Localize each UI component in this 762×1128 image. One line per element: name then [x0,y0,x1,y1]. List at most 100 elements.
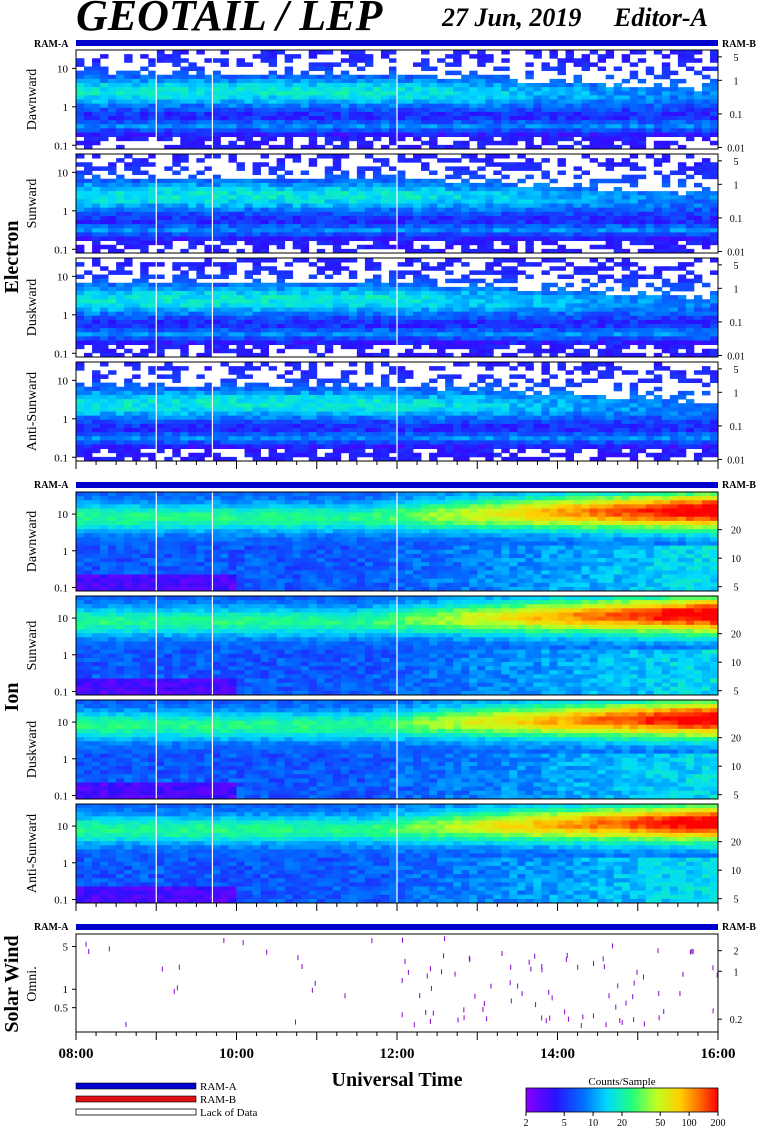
spectrogram-cell [132,407,141,412]
spectrogram-cell [372,291,382,296]
spectrogram-cell [541,303,550,308]
spectrogram-cell [252,452,261,458]
spectrogram-cell [292,315,302,321]
spectrogram-cell [180,407,189,412]
spectrogram-cell [493,344,502,350]
spectrogram-cell [140,436,149,441]
spectrogram-cell [581,270,591,275]
spectrogram-cell [324,307,334,313]
spectrogram-cell [421,307,430,313]
spectrogram-cell [140,415,149,421]
spectrogram-cell [148,120,157,125]
spectrogram-cell [252,191,261,196]
spectrogram-cell [501,154,510,159]
spectrogram-cell [701,203,711,209]
spectrogram-cell [388,74,398,80]
spectrogram-cell [677,128,687,133]
spectrogram-cell [204,182,213,188]
spectrogram-cell [405,224,414,229]
spectrogram-cell [509,207,518,213]
spectrogram-cell [124,390,133,396]
spectrogram-cell [581,228,591,233]
spectrogram-cell [461,124,470,129]
spectrogram-cell [204,211,213,217]
spectrogram-cell [220,399,229,404]
spectrogram-cell [709,174,719,180]
spectrogram-cell [557,274,566,280]
spectrogram-cell [196,328,205,333]
spectrogram-cell [172,199,181,204]
spectrogram-cell [701,324,711,329]
spectrogram-cell [565,120,574,125]
spectrogram-cell [76,140,85,146]
spectrogram-cell [397,303,406,308]
spectrogram-cell [76,87,85,92]
spectrogram-cell [196,436,205,441]
spectrogram-cell [244,295,253,300]
spectrogram-cell [196,403,205,408]
spectrogram-cell [228,282,237,288]
spectrogram-cell [557,303,566,308]
spectrogram-cell [549,50,558,55]
spectrogram-cell [300,87,310,92]
spectrogram-cell [316,107,326,113]
spectrogram-cell [292,228,302,233]
spectrogram-cell [621,286,631,292]
spectrogram-cell [188,199,197,204]
spectrogram-cell [509,99,518,105]
spectrogram-cell [589,195,599,200]
spectrogram-cell [156,103,165,109]
spectrogram-cell [324,262,334,267]
spectrogram-cell [621,140,631,146]
spectrogram-cell [92,370,101,375]
spectrogram-cell [413,128,422,133]
spectrogram-cell [445,107,454,113]
spectrogram-cell [380,95,390,100]
spectrogram-cell [204,166,213,171]
spectrogram-cell [316,95,326,100]
spectrogram-cell [509,116,518,121]
spectrogram-cell [292,291,302,296]
spectrogram-cell [92,103,101,109]
spectrogram-cell [116,423,125,429]
spectrogram-cell [429,232,438,237]
spectrogram-cell [356,211,366,217]
spectrogram-cell [509,182,518,188]
spectrogram-cell [132,215,141,221]
spectrogram-cell [100,282,109,288]
spectrogram-cell [196,116,205,121]
spectrogram-cell [156,178,165,184]
spectrogram-cell [701,220,711,225]
spectrogram-cell [621,340,631,346]
spectrogram-cell [84,403,93,408]
spectrogram-cell [525,224,534,229]
spectrogram-cell [268,95,278,100]
spectrogram-cell [557,66,566,72]
spectrogram-cell [140,423,149,429]
spectrogram-cell [413,95,422,100]
spectrogram-cell [276,299,286,304]
spectrogram-cell [565,303,574,308]
spectrogram-cell [557,58,566,63]
spectrogram-cell [413,220,422,225]
spectrogram-cell [372,182,382,188]
spectrogram-cell [621,328,631,333]
spectrogram-cell [557,132,566,138]
omni-panel-label: Omni. [25,966,40,1001]
spectrogram-cell [388,324,398,329]
spectrogram-cell [661,220,671,225]
ion-section: RAM-A RAM-B Ion [1,480,756,711]
spectrogram-cell [140,395,149,400]
spectrogram-cell [92,203,101,209]
spectrogram-cell [204,154,213,159]
spectrogram-cell [244,291,253,296]
spectrogram-cell [236,291,245,296]
spectrogram-cell [252,315,261,321]
spectrogram-cell [220,132,229,138]
spectrogram-cell [364,258,374,263]
spectrogram-cell [300,236,310,242]
spectrogram-cell [244,274,253,280]
spectrogram-cell [260,266,270,271]
spectrogram-cell [445,70,454,76]
spectrogram-cell [108,440,117,445]
